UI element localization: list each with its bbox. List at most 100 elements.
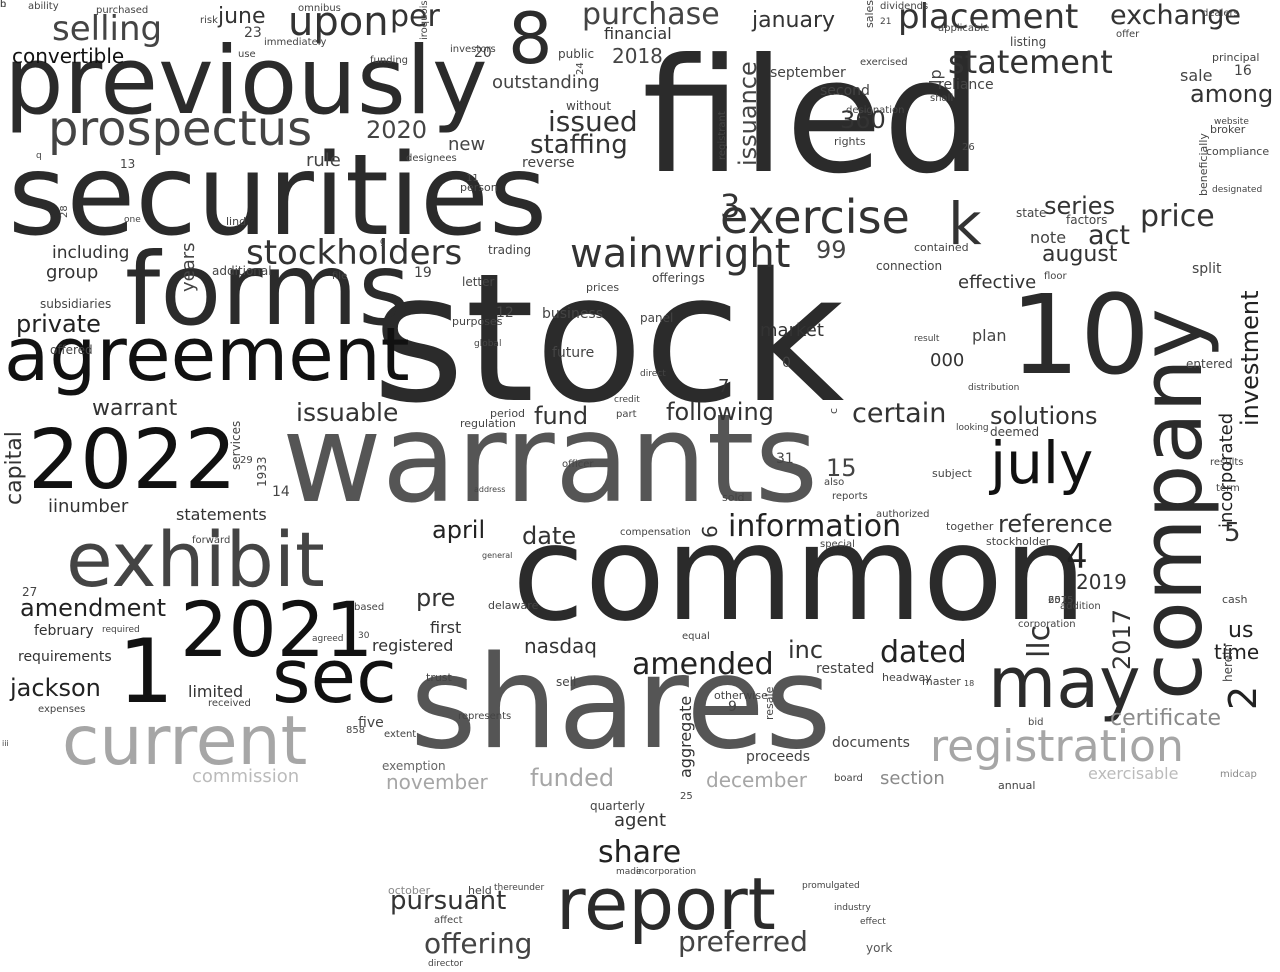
cloud-word-york-118: york [866,941,893,955]
cloud-word-forward-184: forward [192,535,231,546]
cloud-word-offering-38: offering [424,927,533,960]
cloud-word-31-135: 31 [776,451,794,467]
cloud-word-purposes-154: purposes [452,315,503,328]
cloud-word-rights-176: rights [834,135,866,148]
cloud-word-issued-40: issued [548,105,638,138]
cloud-word-20-137: 20 [474,45,492,61]
cloud-word-extent-200: extent [384,729,417,740]
cloud-word-thereunder-207: thereunder [494,883,545,893]
cloud-word-term-220: term [1216,483,1240,494]
cloud-word-statement-30: statement [948,43,1113,81]
cloud-word-public-174: public [558,47,595,61]
cloud-word-herein-246: herein [1221,644,1235,682]
cloud-word-master-195: master [922,675,961,688]
cloud-word-selling-29: selling [52,9,163,49]
cloud-word-360-78: 360 [840,106,886,134]
cloud-word-shall-177: shall [930,93,954,104]
cloud-word-2018-75: 2018 [612,44,663,68]
cloud-word-private-49: private [16,310,101,338]
cloud-word-distribution-241: distribution [968,383,1020,393]
cloud-word-letter-148: letter [462,275,495,289]
cloud-word-global-236: global [474,339,502,349]
cloud-word-received-216: received [208,698,251,709]
cloud-word-designated-229: designated [1212,185,1263,195]
cloud-word-august-54: august [1042,242,1118,267]
cloud-word-b-265: b [0,0,7,10]
cloud-word-purchase-28: purchase [582,0,720,32]
cloud-word-k-21: k [948,190,982,258]
cloud-word-omnibus-170: omnibus [298,3,341,14]
cloud-word-restated-101: restated [816,661,875,677]
cloud-word-midcap-204: midcap [1220,769,1257,780]
cloud-word-february-96: february [34,623,94,639]
cloud-word-made-247: made [616,867,642,877]
cloud-word-2-123: 2 [1221,685,1265,710]
cloud-word-current-17: current [62,702,308,781]
cloud-word-incorporated-86: incorporated [1216,412,1237,528]
cloud-word-capital-87: capital [2,431,27,505]
cloud-word-contained-158: contained [914,241,969,254]
cloud-word-certificate-63: certificate [1110,706,1222,731]
cloud-word-funded-64: funded [530,764,615,792]
cloud-word-5-126: 5 [1224,518,1241,548]
cloud-word-agreed-213: agreed [312,634,344,644]
cloud-word-bid-221: bid [1028,717,1044,728]
cloud-word-iroquois-183: iroquois [419,0,430,40]
cloud-word-exhibit-13: exhibit [66,515,325,604]
cloud-word-stockholders-31: stockholders [246,233,463,273]
cloud-word-10-8: 10 [1010,271,1150,399]
cloud-word-five-121: five [358,715,384,731]
cloud-word-investment-85: investment [1236,290,1264,426]
cloud-word-date-58: date [522,522,577,550]
cloud-word-compliance-164: compliance [1206,145,1270,158]
cloud-word-trading-149: trading [488,243,532,257]
cloud-word-2017-77: 2017 [1108,608,1136,670]
cloud-word-following-44: following [666,398,774,426]
cloud-word-jackson-47: jackson [10,674,101,702]
cloud-word-exercisable-68: exercisable [1088,764,1179,783]
cloud-word-promulgated-210: promulgated [802,881,860,891]
cloud-word-commission-67: commission [192,766,300,787]
cloud-word-financial-79: financial [604,24,672,43]
cloud-word-section-69: section [880,768,945,789]
cloud-word-future-106: future [552,345,595,361]
cloud-word-iii-263: iii [2,739,9,748]
cloud-word-24-254: 24 [575,62,586,75]
cloud-word-market-81: market [760,320,824,341]
cloud-word-october-205: october [388,884,431,897]
cloud-word-ability-172: ability [28,1,59,12]
cloud-word-funding-244: funding [370,55,409,66]
cloud-word-effective-80: effective [958,272,1037,293]
cloud-word-also-192: also [824,477,845,488]
cloud-word-requirements-95: requirements [18,649,112,665]
cloud-word-delaware-189: delaware [488,599,539,612]
cloud-word-6-127: 6 [698,525,722,538]
cloud-word-exercised-179: exercised [860,57,908,68]
cloud-word-period-155: period [490,407,526,420]
cloud-word-securities-2: securities [8,131,548,261]
cloud-word-iinumber-93: iinumber [48,496,129,517]
cloud-word-authorized-225: authorized [876,509,930,520]
cloud-word-effect-212: effect [860,917,886,927]
cloud-word-2022-11: 2022 [28,413,237,508]
cloud-word-per-72: per [390,0,440,34]
cloud-word-fund-60: fund [534,402,589,430]
cloud-word-outstanding-59: outstanding [492,72,600,93]
cloud-word-additional-145: additional [212,264,272,278]
cloud-word-beneficially-230: beneficially [1197,133,1210,196]
cloud-word-prospectus-22: prospectus [48,101,313,157]
cloud-word-designees-233: designees [406,153,457,164]
cloud-word-looking-224: looking [956,423,989,433]
cloud-word-13-139: 13 [120,157,136,171]
cloud-word-risk-173: risk [200,15,218,26]
cloud-word-industry-211: industry [834,903,871,913]
cloud-word-expenses-217: expenses [38,704,86,715]
cloud-word-2019-76: 2019 [1076,570,1127,594]
cloud-word-upon-26: upon [288,0,389,45]
cloud-word-reference-56: reference [998,510,1113,538]
cloud-word-sale-107: sale [1180,66,1213,85]
cloud-word-officer-242: officer [562,459,594,470]
cloud-word-1-14: 1 [118,620,174,723]
cloud-word-held-206: held [468,884,492,897]
cloud-word-subsidiaries-143: subsidiaries [40,297,112,311]
